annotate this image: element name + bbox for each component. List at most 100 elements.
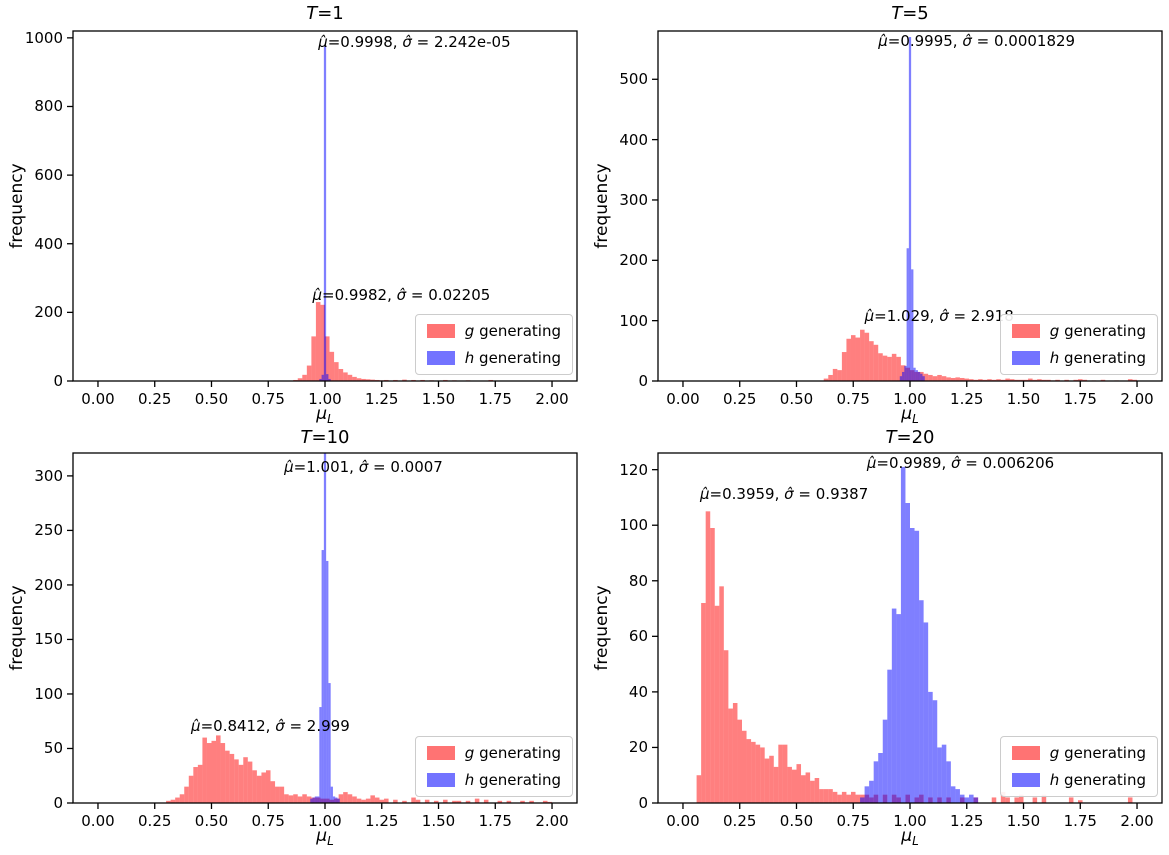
hist-bar-g	[1005, 797, 1010, 803]
legend-label: h generating	[1050, 771, 1146, 789]
hist-bar-h	[860, 797, 865, 803]
hist-bar-g	[850, 791, 856, 803]
hist-bar-g	[869, 341, 874, 381]
x-tick-label: 1.00	[308, 812, 342, 830]
legend-item-h-generating: h generating	[426, 349, 561, 367]
hist-bar-h	[319, 378, 322, 381]
hist-bar-g	[306, 796, 312, 803]
legend-label-text: generating	[1059, 349, 1146, 367]
x-axis-label: μL	[73, 826, 577, 848]
hist-bar-g	[402, 800, 407, 803]
hist-bar-h	[973, 797, 979, 803]
hist-bar-g	[846, 338, 851, 381]
x-tick-label: 0.75	[836, 812, 870, 830]
sigma-value: = 0.9387	[793, 485, 869, 503]
hist-bar-g	[1078, 800, 1083, 803]
hist-bar-h	[941, 744, 947, 803]
x-tick-label: 1.50	[1006, 812, 1041, 830]
hist-bar-g	[483, 799, 489, 803]
legend-swatch-g	[426, 746, 455, 760]
legend-swatch-h	[426, 351, 455, 365]
hist-bar-h	[950, 786, 956, 803]
x-tick-label: 0.00	[666, 812, 700, 830]
hist-bar-g	[819, 789, 824, 803]
hist-bar-g	[288, 795, 294, 803]
hist-bar-g	[710, 528, 715, 803]
y-tick-label: 0	[53, 794, 63, 812]
legend: g generating h generating	[999, 314, 1158, 375]
mu-subscript: L	[327, 834, 334, 849]
hist-bar-h	[906, 248, 909, 381]
hist-bar-g	[932, 376, 938, 381]
mu-value: =0.9995,	[887, 32, 963, 51]
y-tick-label: 80	[628, 571, 648, 590]
x-axis-label: μL	[658, 826, 1162, 848]
x-tick-label: 2.00	[535, 812, 569, 830]
hist-bar-g	[996, 379, 1001, 381]
hist-bar-g	[778, 744, 783, 803]
x-tick-label: 1.50	[421, 812, 456, 830]
hist-bar-g	[365, 379, 371, 381]
hist-bar-h	[917, 371, 921, 381]
legend-label-text: generating	[474, 744, 561, 762]
sigma-value: = 0.006206	[960, 454, 1055, 473]
hist-bar-g	[1018, 794, 1024, 803]
hist-bar-h	[914, 530, 920, 803]
y-tick-label: 60	[628, 627, 648, 646]
legend-swatch-h	[1011, 351, 1040, 365]
hist-bar-h	[330, 786, 333, 803]
hist-bar-g	[978, 379, 983, 381]
hist-bar-g	[737, 719, 742, 803]
legend-swatch-h	[1011, 773, 1040, 787]
mu-value: =0.9998,	[327, 32, 403, 51]
title-rest: =20	[896, 427, 935, 448]
hist-bar-g	[760, 747, 765, 803]
hist-bar-g	[1068, 797, 1074, 803]
hist-bar-g	[723, 650, 729, 803]
mu-hat-symbol: μ̂	[191, 717, 201, 736]
legend-label: h generating	[465, 349, 561, 367]
x-tick-label: 0.50	[194, 390, 229, 408]
hist-bar-g	[474, 798, 480, 803]
hist-bar-h	[955, 789, 960, 803]
x-tick-label: 0.25	[723, 390, 757, 408]
hist-bar-g	[860, 329, 865, 381]
mu-value: =1.001,	[293, 457, 359, 476]
hist-bar-g	[402, 379, 407, 381]
hist-bar-g	[356, 378, 362, 381]
legend-item-g-generating: g generating	[426, 744, 561, 762]
hist-bar-g	[728, 708, 733, 803]
legend-item-g-generating: g generating	[1011, 744, 1146, 762]
hist-bar-h	[864, 786, 870, 803]
hist-bar-g	[433, 800, 439, 803]
hist-bar-h	[946, 761, 951, 803]
annotation-mu-sigma: μ̂=1.001, σ̂ = 0.0007	[284, 458, 443, 476]
hist-bar-g	[1041, 794, 1047, 803]
x-tick-label: 0.00	[81, 812, 115, 830]
mu-hat-symbol: μ̂	[878, 32, 888, 51]
hist-bar-g	[374, 797, 380, 803]
hist-bar-g	[1014, 797, 1019, 803]
plot-area	[67, 30, 578, 387]
hist-bar-h	[923, 622, 929, 803]
hist-bar-g	[755, 744, 761, 803]
hist-bar-g	[796, 764, 802, 803]
hist-bar-g	[864, 332, 870, 381]
x-tick-label: 1.25	[950, 812, 984, 830]
hist-bar-g	[841, 791, 847, 803]
hist-bar-g	[878, 353, 883, 381]
y-tick-label: 200	[34, 575, 63, 594]
mu-symbol: μ	[316, 404, 328, 424]
sigma-hat-symbol: σ̂	[358, 457, 369, 476]
hist-bar-g	[261, 772, 266, 803]
sigma-value: = 0.0001829	[971, 32, 1076, 51]
y-tick-label: 200	[34, 303, 63, 322]
legend-item-g-generating: g generating	[426, 322, 561, 340]
legend-item-h-generating: h generating	[1011, 771, 1146, 789]
hist-bar-h	[882, 719, 888, 803]
x-tick-label: 0.25	[723, 812, 757, 830]
hist-bar-g	[197, 764, 203, 803]
hist-bar-g	[991, 797, 997, 803]
hist-bar-h	[919, 600, 924, 803]
hist-bar-h	[321, 550, 324, 803]
